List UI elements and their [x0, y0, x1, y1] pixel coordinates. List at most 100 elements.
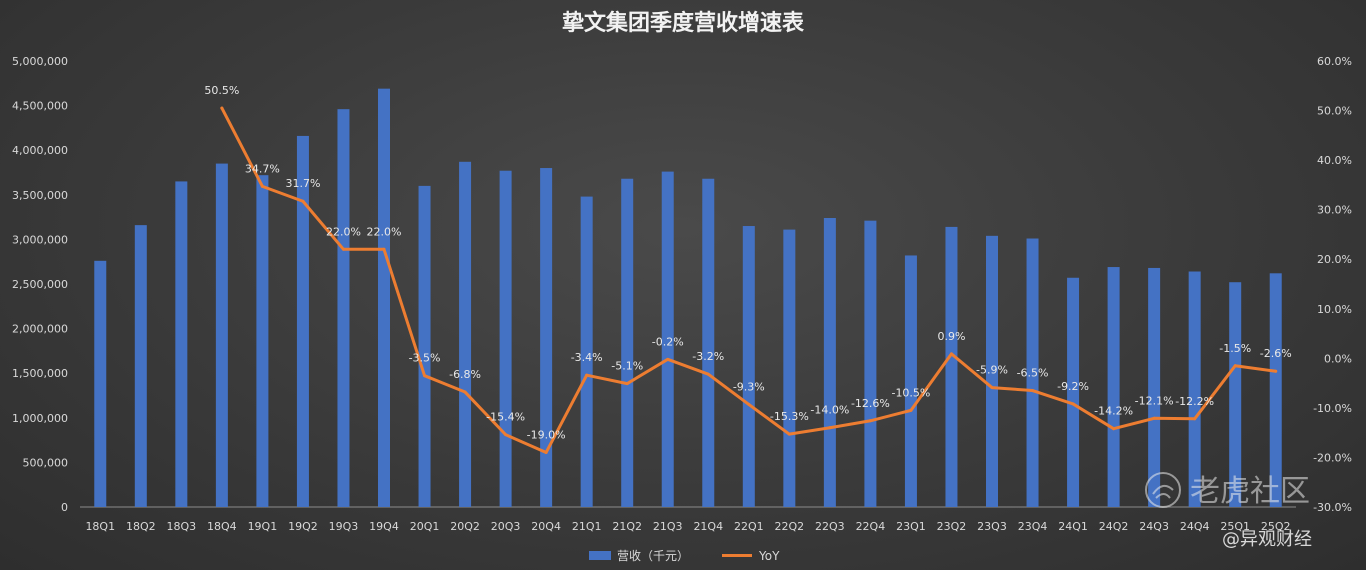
revenue-bar [499, 170, 512, 507]
yoy-point [544, 450, 548, 454]
yoy-point [1152, 416, 1156, 420]
revenue-bar [337, 109, 350, 507]
yoy-data-label: -0.2% [652, 335, 684, 348]
x-tick-label: 19Q4 [369, 520, 399, 533]
left-tick-label: 4,000,000 [12, 144, 68, 157]
x-tick-label: 21Q2 [612, 520, 642, 533]
yoy-point [1193, 417, 1197, 421]
yoy-point [585, 373, 589, 377]
yoy-data-label: 22.0% [367, 225, 402, 238]
yoy-point [828, 426, 832, 430]
x-tick-label: 21Q4 [693, 520, 723, 533]
revenue-bar [742, 226, 755, 507]
yoy-data-label: 50.5% [204, 84, 239, 97]
left-tick-label: 2,000,000 [12, 323, 68, 336]
yoy-data-label: -9.2% [1057, 380, 1089, 393]
yoy-point [747, 402, 751, 406]
yoy-point [341, 247, 345, 251]
yoy-data-label: -6.8% [449, 368, 481, 381]
watermark: 老虎社区 @异观财经 [1145, 472, 1312, 550]
revenue-bar [215, 163, 228, 507]
left-tick-label: 1,000,000 [12, 412, 68, 425]
left-tick-label: 4,500,000 [12, 100, 68, 113]
x-tick-label: 24Q1 [1058, 520, 1088, 533]
revenue-bar [661, 171, 674, 507]
yoy-point [1233, 364, 1237, 368]
yoy-point [260, 184, 264, 188]
right-tick-label: 50.0% [1317, 105, 1352, 118]
x-tick-label: 25Q1 [1220, 520, 1250, 533]
x-tick-label: 22Q1 [734, 520, 764, 533]
x-tick-label: 19Q2 [288, 520, 318, 533]
x-tick-label: 18Q3 [167, 520, 197, 533]
legend-swatch-revenue [589, 551, 611, 560]
revenue-bar [459, 161, 472, 507]
left-tick-label: 500,000 [23, 456, 69, 469]
yoy-point [301, 199, 305, 203]
x-tick-label: 18Q4 [207, 520, 237, 533]
x-tick-label: 20Q2 [450, 520, 480, 533]
x-tick-label: 24Q3 [1139, 520, 1169, 533]
yoy-data-label: -10.5% [891, 386, 930, 399]
left-tick-label: 1,500,000 [12, 367, 68, 380]
yoy-point [625, 382, 629, 386]
revenue-bar [134, 225, 147, 508]
x-tick-label: 24Q4 [1180, 520, 1210, 533]
revenue-bar [580, 196, 593, 508]
right-tick-label: 40.0% [1317, 154, 1352, 167]
tiger-logo-icon [1145, 472, 1181, 508]
revenue-bar [1148, 267, 1161, 507]
revenue-bar [621, 178, 634, 507]
revenue-bar [1067, 277, 1080, 507]
yoy-data-label: -3.4% [571, 351, 603, 364]
x-tick-label: 21Q3 [653, 520, 683, 533]
yoy-data-label: -6.5% [1017, 367, 1049, 380]
left-tick-label: 3,000,000 [12, 233, 68, 246]
yoy-point [990, 386, 994, 390]
yoy-point [382, 247, 386, 251]
tiger-logo-mark [1152, 484, 1174, 499]
yoy-data-label: -2.6% [1260, 347, 1292, 360]
yoy-data-label: -5.9% [976, 364, 1008, 377]
x-tick-label: 24Q2 [1099, 520, 1129, 533]
revenue-bar [1269, 273, 1282, 507]
x-tick-label: 20Q4 [531, 520, 561, 533]
left-tick-label: 5,000,000 [12, 55, 68, 68]
yoy-point [220, 106, 224, 110]
x-tick-label: 22Q2 [775, 520, 805, 533]
yoy-point [666, 357, 670, 361]
yoy-data-label: -19.0% [527, 428, 566, 441]
yoy-data-label: -12.1% [1135, 394, 1174, 407]
revenue-bar [94, 260, 107, 507]
x-tick-label: 25Q2 [1261, 520, 1291, 533]
x-tick-label: 23Q3 [977, 520, 1007, 533]
yoy-point [949, 352, 953, 356]
yoy-data-label: -1.5% [1219, 342, 1251, 355]
legend-label-yoy: YoY [758, 549, 780, 563]
x-tick-label: 18Q2 [126, 520, 156, 533]
x-tick-label: 20Q1 [410, 520, 440, 533]
legend: 营收（千元） YoY [589, 549, 780, 563]
x-axis: 18Q1 18Q2 18Q3 18Q4 19Q1 19Q2 19Q3 19Q4 20Q1 20Q2… [80, 506, 1296, 533]
x-tick-label: 21Q1 [572, 520, 602, 533]
yoy-point [1112, 427, 1116, 431]
x-tick-label: 22Q4 [856, 520, 886, 533]
left-y-axis: 0 500,000 1,000,000 1,500,000 2,000,000 2,500… [12, 55, 68, 514]
revenue-bar [540, 168, 553, 508]
yoy-data-label: 22.0% [326, 225, 361, 238]
yoy-point [1071, 402, 1075, 406]
revenue-bar [823, 217, 836, 507]
right-tick-label: 30.0% [1317, 204, 1352, 217]
x-tick-label: 19Q3 [329, 520, 359, 533]
right-tick-label: 0.0% [1324, 352, 1352, 365]
yoy-data-label: -14.0% [810, 404, 849, 417]
yoy-data-label: 0.9% [937, 330, 965, 343]
yoy-point [423, 374, 427, 378]
left-tick-label: 2,500,000 [12, 278, 68, 291]
x-tick-label: 20Q3 [491, 520, 521, 533]
yoy-point [909, 408, 913, 412]
right-tick-label: -30.0% [1313, 501, 1352, 514]
yoy-point [1274, 369, 1278, 373]
yoy-data-label: -12.6% [851, 397, 890, 410]
